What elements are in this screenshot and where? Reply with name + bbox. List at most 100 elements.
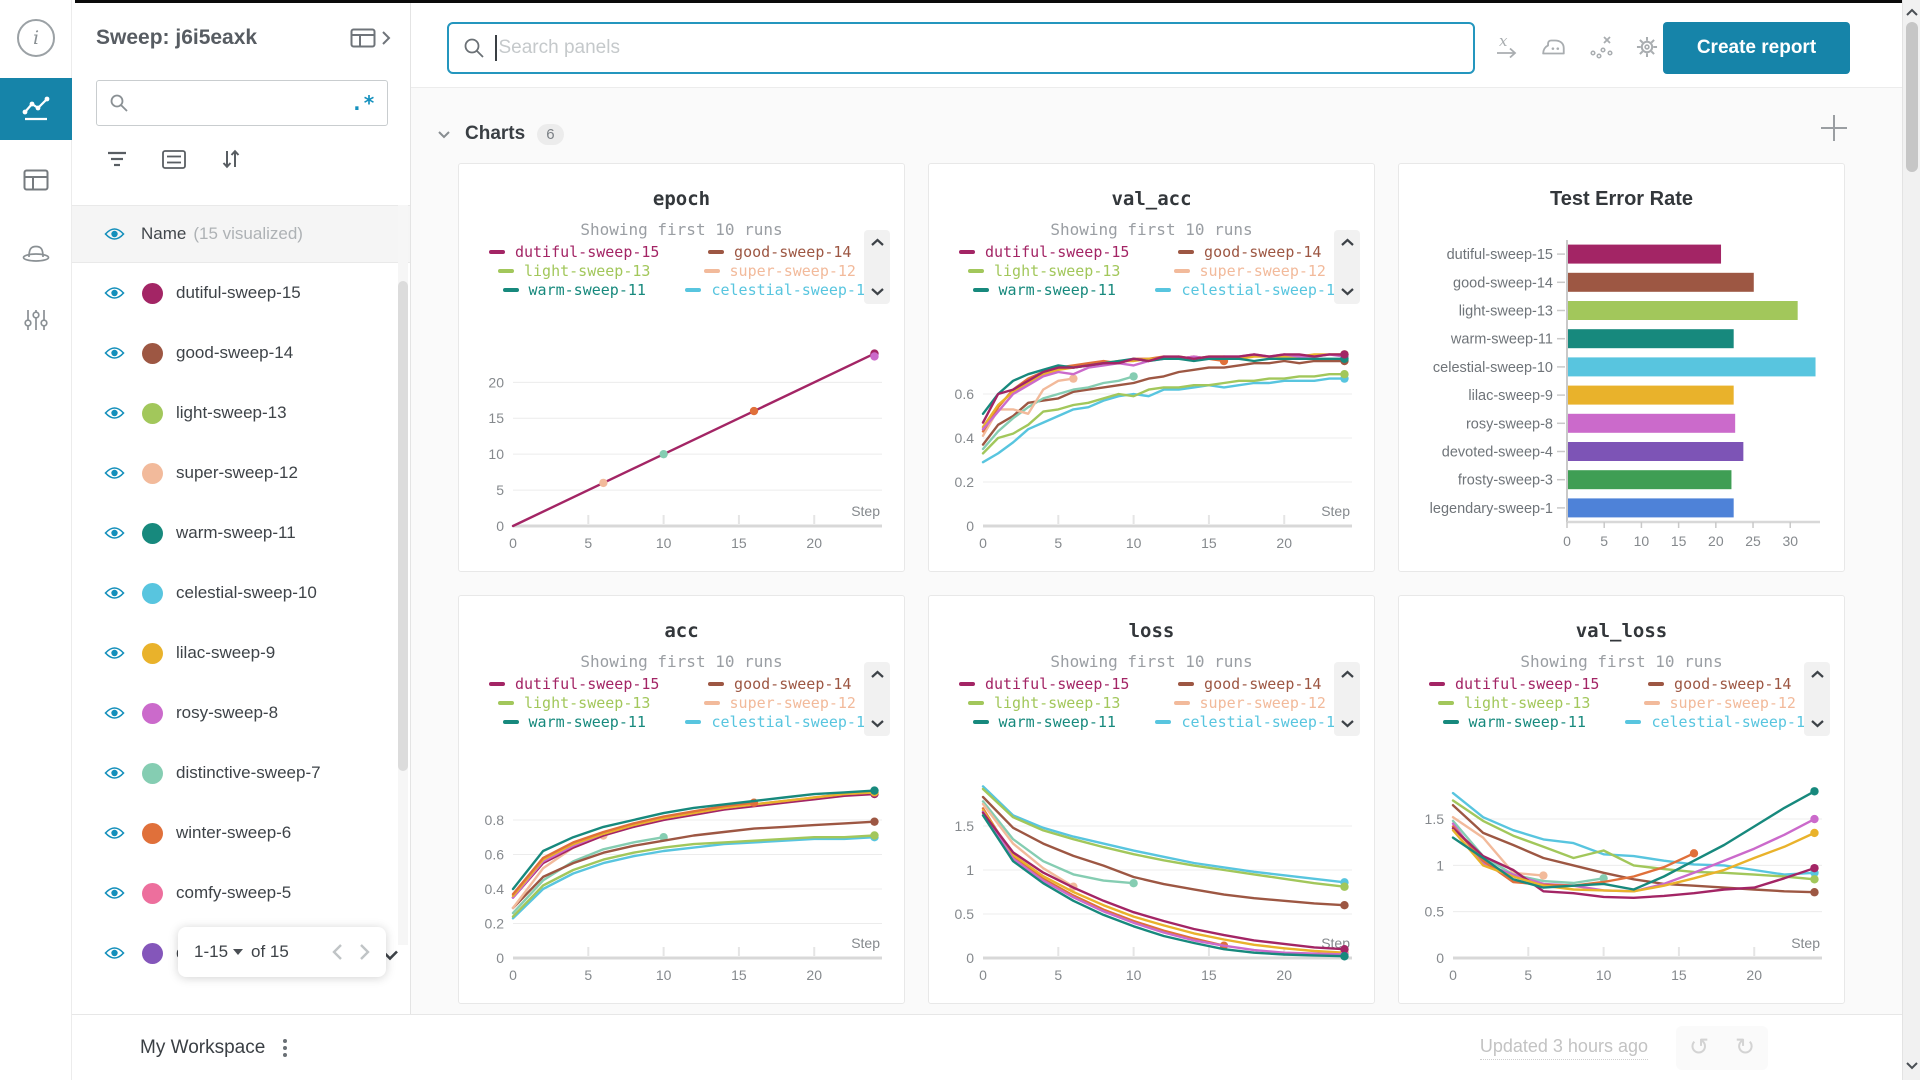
bar-devoted-sweep-4[interactable] xyxy=(1568,442,1744,461)
run-row[interactable]: dutiful-sweep-15 xyxy=(72,263,410,323)
panel-scroll-down-icon[interactable] xyxy=(1810,719,1825,728)
run-row[interactable]: light-sweep-13 xyxy=(72,383,410,443)
legend-entry[interactable]: light-sweep-13 xyxy=(959,694,1130,712)
panel-scroll-up-icon[interactable] xyxy=(1810,670,1825,679)
nav-controls-button[interactable] xyxy=(0,305,72,335)
legend-entry[interactable]: warm-sweep-11 xyxy=(959,713,1130,731)
runs-table-icon[interactable] xyxy=(350,28,376,48)
nav-sweep-button[interactable] xyxy=(0,238,72,268)
visibility-eye-icon[interactable] xyxy=(104,646,125,660)
panel-card-loss[interactable]: loss Showing first 10 runs dutiful-sweep-1… xyxy=(928,595,1375,1004)
legend-entry[interactable]: light-sweep-13 xyxy=(489,694,660,712)
panel-scroll-down-icon[interactable] xyxy=(870,719,885,728)
legend-entry[interactable]: good-sweep-14 xyxy=(1155,675,1344,693)
legend-entry[interactable]: celestial-sweep-10 xyxy=(1155,281,1344,299)
legend-entry[interactable]: celestial-sweep-10 xyxy=(1155,713,1344,731)
visibility-eye-icon[interactable] xyxy=(104,406,125,420)
scroll-down-icon[interactable] xyxy=(1905,1058,1919,1076)
bar-warm-sweep-11[interactable] xyxy=(1568,329,1734,349)
legend-entry[interactable]: good-sweep-14 xyxy=(1625,675,1814,693)
panel-card-val_acc[interactable]: val_acc Showing first 10 runs dutiful-swee… xyxy=(928,163,1375,572)
legend-entry[interactable]: super-sweep-12 xyxy=(685,694,874,712)
expand-chevron-icon[interactable] xyxy=(380,29,392,47)
legend-entry[interactable]: warm-sweep-11 xyxy=(489,713,660,731)
legend-entry[interactable]: celestial-sweep-10 xyxy=(1625,713,1814,731)
visibility-eye-icon[interactable] xyxy=(104,946,125,960)
pagination-range[interactable]: 1-15 xyxy=(194,942,229,961)
visibility-eye-icon[interactable] xyxy=(104,227,125,241)
panel-scroll-up-icon[interactable] xyxy=(870,670,885,679)
runs-search-box[interactable]: .* xyxy=(96,80,388,126)
outliers-button[interactable] xyxy=(1586,32,1616,62)
x-axis-settings-button[interactable]: x xyxy=(1492,32,1522,62)
undo-button[interactable]: ↺ xyxy=(1688,1034,1710,1061)
columns-list-icon[interactable] xyxy=(162,149,186,169)
visibility-eye-icon[interactable] xyxy=(104,346,125,360)
panel-card-acc[interactable]: acc Showing first 10 runs dutiful-sweep-15… xyxy=(458,595,905,1004)
collapse-chevron-icon[interactable] xyxy=(437,130,451,139)
run-row[interactable]: super-sweep-12 xyxy=(72,443,410,503)
sidebar-scrollbar[interactable] xyxy=(398,205,408,945)
visibility-eye-icon[interactable] xyxy=(104,586,125,600)
legend-entry[interactable]: super-sweep-12 xyxy=(1155,694,1344,712)
panel-card-test-error-rate[interactable]: Test Error Rate dutiful-sweep-15 good-swee… xyxy=(1398,163,1845,572)
run-row[interactable]: distinctive-sweep-7 xyxy=(72,743,410,803)
panel-search-box[interactable] xyxy=(447,22,1475,74)
run-row[interactable]: celestial-sweep-10 xyxy=(72,563,410,623)
filter-icon[interactable] xyxy=(106,150,128,168)
panel-card-val_loss[interactable]: val_loss Showing first 10 runs dutiful-swe… xyxy=(1398,595,1845,1004)
runs-search-input[interactable] xyxy=(137,94,351,112)
bar-frosty-sweep-3[interactable] xyxy=(1568,470,1732,490)
page-scrollbar[interactable] xyxy=(1902,0,1920,1080)
legend-entry[interactable]: light-sweep-13 xyxy=(1429,694,1600,712)
visibility-eye-icon[interactable] xyxy=(104,766,125,780)
legend-entry[interactable]: dutiful-sweep-15 xyxy=(488,675,659,693)
legend-entry[interactable]: dutiful-sweep-15 xyxy=(958,675,1129,693)
legend-entry[interactable]: dutiful-sweep-15 xyxy=(488,243,659,261)
visibility-eye-icon[interactable] xyxy=(104,286,125,300)
create-report-button[interactable]: Create report xyxy=(1663,22,1850,74)
sidebar-scrollbar-thumb[interactable] xyxy=(398,281,408,771)
legend-entry[interactable]: warm-sweep-11 xyxy=(959,281,1130,299)
panel-card-epoch[interactable]: epoch Showing first 10 runs dutiful-sweep-… xyxy=(458,163,905,572)
panel-scroll-up-icon[interactable] xyxy=(870,238,885,247)
smoothing-button[interactable] xyxy=(1539,32,1569,62)
pagination-dropdown-icon[interactable] xyxy=(233,949,244,955)
run-row[interactable]: rosy-sweep-8 xyxy=(72,683,410,743)
visibility-eye-icon[interactable] xyxy=(104,706,125,720)
panel-scroll-down-icon[interactable] xyxy=(870,287,885,296)
legend-entry[interactable]: light-sweep-13 xyxy=(489,262,660,280)
legend-entry[interactable]: dutiful-sweep-15 xyxy=(958,243,1129,261)
legend-entry[interactable]: dutiful-sweep-15 xyxy=(1428,675,1599,693)
add-panel-button[interactable] xyxy=(1818,112,1850,144)
sort-icon[interactable] xyxy=(220,148,242,170)
run-row[interactable]: winter-sweep-6 xyxy=(72,803,410,863)
run-row[interactable]: good-sweep-14 xyxy=(72,323,410,383)
settings-button[interactable] xyxy=(1632,32,1662,62)
bar-rosy-sweep-8[interactable] xyxy=(1568,413,1736,433)
bar-good-sweep-14[interactable] xyxy=(1568,272,1754,292)
run-row[interactable]: comfy-sweep-5 xyxy=(72,863,410,923)
visibility-eye-icon[interactable] xyxy=(104,466,125,480)
scroll-up-icon[interactable] xyxy=(1905,4,1919,22)
bar-lilac-sweep-9[interactable] xyxy=(1568,385,1734,405)
legend-entry[interactable]: light-sweep-13 xyxy=(959,262,1130,280)
run-row[interactable]: lilac-sweep-9 xyxy=(72,623,410,683)
chart-plot[interactable]: 0 5 10 15 20 0 5 10 15 20 Step xyxy=(469,342,894,560)
panel-scroll-down-icon[interactable] xyxy=(1340,287,1355,296)
redo-button[interactable]: ↻ xyxy=(1734,1034,1756,1061)
panel-scroll-up-icon[interactable] xyxy=(1340,670,1355,679)
info-button[interactable]: i xyxy=(0,18,72,58)
panel-scroll-down-icon[interactable] xyxy=(1340,719,1355,728)
legend-entry[interactable]: super-sweep-12 xyxy=(1155,262,1344,280)
legend-entry[interactable]: super-sweep-12 xyxy=(1625,694,1814,712)
visibility-eye-icon[interactable] xyxy=(104,526,125,540)
legend-entry[interactable]: celestial-sweep-10 xyxy=(685,281,874,299)
panel-scroll-up-icon[interactable] xyxy=(1340,238,1355,247)
panel-search-input[interactable] xyxy=(498,37,1459,59)
bar-celestial-sweep-10[interactable] xyxy=(1568,357,1816,377)
legend-entry[interactable]: warm-sweep-11 xyxy=(489,281,660,299)
visibility-eye-icon[interactable] xyxy=(104,826,125,840)
